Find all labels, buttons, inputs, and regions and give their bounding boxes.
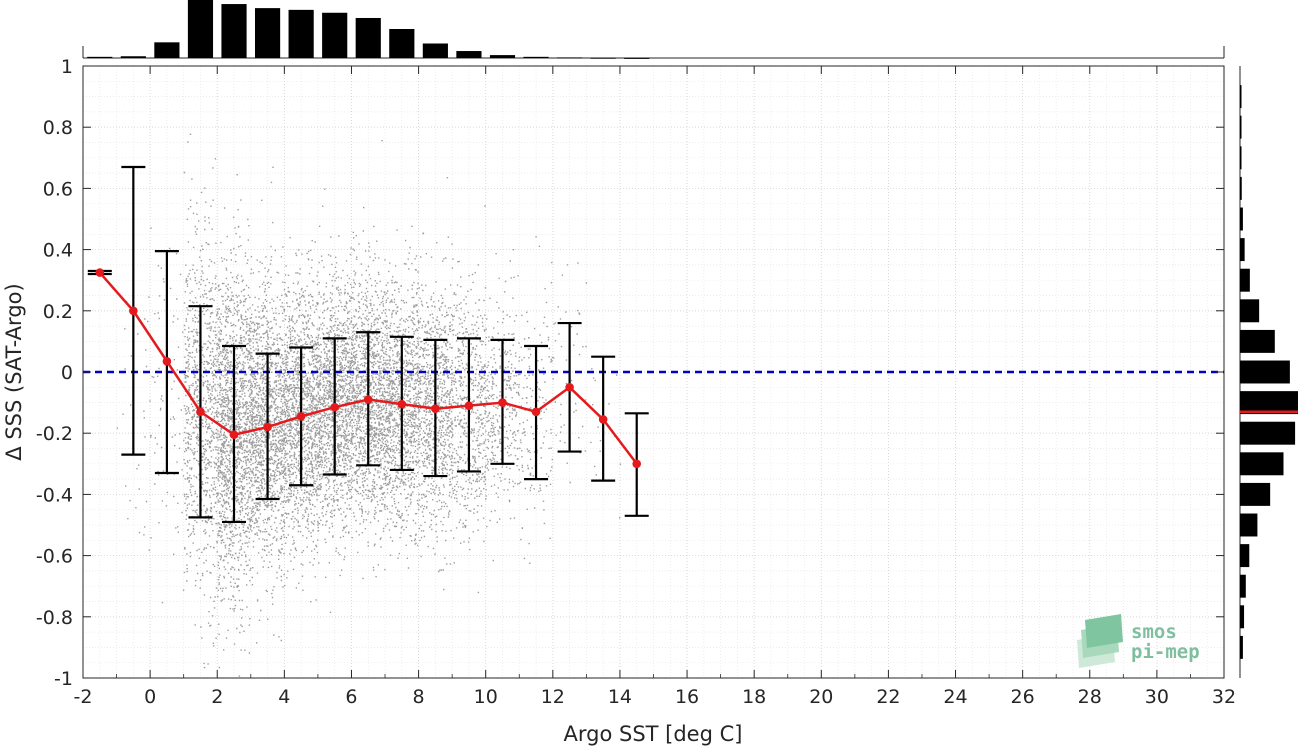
top-histogram-bar xyxy=(322,12,348,58)
mean-point xyxy=(397,399,407,409)
logo-layers-icon xyxy=(1077,614,1123,668)
y-tick-label: 1 xyxy=(61,56,73,78)
x-tick-label: 22 xyxy=(876,686,900,708)
top-histogram-bar xyxy=(87,56,113,58)
x-axis-label: Argo SST [deg C] xyxy=(564,722,743,746)
smos-pimep-logo: smos pi-mep xyxy=(1077,614,1200,668)
mean-point xyxy=(95,268,105,277)
scatter-points xyxy=(116,133,622,677)
top-histogram-bar xyxy=(221,4,247,58)
top-histogram-bar xyxy=(355,17,381,58)
mean-point xyxy=(431,404,440,414)
mean-point xyxy=(196,407,205,417)
x-tick-label: 32 xyxy=(1212,686,1236,708)
y-tick-label: -1 xyxy=(54,668,73,690)
y-tick-label: -0.2 xyxy=(36,423,73,445)
mean-point xyxy=(464,401,474,410)
mean-point xyxy=(498,398,507,407)
mean-point xyxy=(330,402,339,412)
y-tick-label: 0.8 xyxy=(43,117,73,139)
mean-point xyxy=(229,430,239,440)
y-tick-label: -0.6 xyxy=(36,546,73,568)
right-histogram-bar xyxy=(1240,360,1290,384)
top-histogram-bar xyxy=(590,57,616,59)
right-histogram-bar xyxy=(1240,299,1260,323)
top-histogram-bar xyxy=(120,56,146,58)
right-histogram-bar xyxy=(1240,85,1242,109)
y-tick-label: -0.8 xyxy=(36,607,73,629)
right-histogram-bar xyxy=(1240,176,1242,200)
right-histogram xyxy=(1239,66,1298,678)
mean-point xyxy=(363,395,373,404)
y-tick-label: -0.4 xyxy=(36,484,73,506)
x-tick-label: 28 xyxy=(1078,686,1102,708)
top-histogram-bar xyxy=(456,51,482,58)
top-histogram-bar xyxy=(422,43,448,58)
logo-line-2: pi-mep xyxy=(1131,641,1200,663)
mean-point xyxy=(296,412,306,421)
right-histogram-bar xyxy=(1240,574,1246,598)
y-tick-label: 0.2 xyxy=(43,301,73,323)
right-histogram-bar xyxy=(1240,268,1250,292)
x-tick-label: 2 xyxy=(211,686,223,708)
mean-point xyxy=(598,415,608,424)
top-histogram-bar xyxy=(624,57,650,59)
top-histogram-bar xyxy=(254,8,281,59)
top-histogram-bar xyxy=(389,29,415,58)
right-histogram-bar xyxy=(1240,544,1250,568)
x-tick-label: 30 xyxy=(1145,686,1169,708)
x-tick-label: 8 xyxy=(413,686,425,708)
top-histogram-bar xyxy=(288,9,314,58)
right-histogram-bar xyxy=(1240,635,1243,659)
right-histogram-bar xyxy=(1240,207,1243,231)
mean-point xyxy=(531,407,541,417)
right-histogram-bar xyxy=(1240,238,1245,262)
right-histogram-bar xyxy=(1240,329,1275,353)
x-tick-label: 12 xyxy=(541,686,565,708)
x-tick-label: 10 xyxy=(474,686,498,708)
x-tick-label: 26 xyxy=(1011,686,1035,708)
mean-point xyxy=(565,383,574,392)
mean-point xyxy=(263,422,272,432)
y-tick-label: 0 xyxy=(61,362,73,384)
x-tick-label: 0 xyxy=(144,686,156,708)
x-tick-label: 4 xyxy=(278,686,290,708)
top-histogram-bar xyxy=(154,42,180,58)
mean-point xyxy=(632,459,642,469)
x-tick-label: 6 xyxy=(345,686,357,708)
top-histogram-bar xyxy=(187,0,214,58)
y-tick-label: 0.6 xyxy=(43,178,73,200)
top-histogram-bar xyxy=(557,57,583,59)
y-tick-label: 0.4 xyxy=(43,240,73,262)
right-histogram-bar xyxy=(1240,115,1242,139)
mean-point xyxy=(129,306,138,316)
right-histogram-bar xyxy=(1240,605,1245,629)
right-histogram-bar xyxy=(1240,421,1296,445)
top-histogram-bar xyxy=(523,56,549,58)
top-histogram-bar xyxy=(489,55,516,58)
tick-labels: -2 0 2 4 6 8 10 12 14 16 18 20 22 24 26 28 30 32-1-0.8-0.… xyxy=(36,56,1236,708)
x-tick-label: -2 xyxy=(74,686,93,708)
logo-line-1: smos xyxy=(1131,621,1177,643)
x-tick-label: 24 xyxy=(943,686,967,708)
x-tick-label: 18 xyxy=(742,686,766,708)
top-histogram xyxy=(82,0,1225,59)
right-histogram-bar xyxy=(1240,482,1271,506)
x-tick-label: 16 xyxy=(675,686,699,708)
mean-point xyxy=(162,356,172,366)
right-histogram-bar xyxy=(1240,452,1284,476)
right-histogram-bar xyxy=(1240,513,1258,537)
scatter-point-cloud xyxy=(116,133,622,677)
plot-axes xyxy=(82,65,1225,679)
right-histogram-bar xyxy=(1240,146,1242,170)
mean-line xyxy=(95,268,642,469)
right-histogram-bar xyxy=(1240,391,1298,415)
x-tick-label: 20 xyxy=(809,686,833,708)
y-axis-label: Δ SSS (SAT-Argo) xyxy=(2,283,26,460)
x-tick-label: 14 xyxy=(608,686,632,708)
